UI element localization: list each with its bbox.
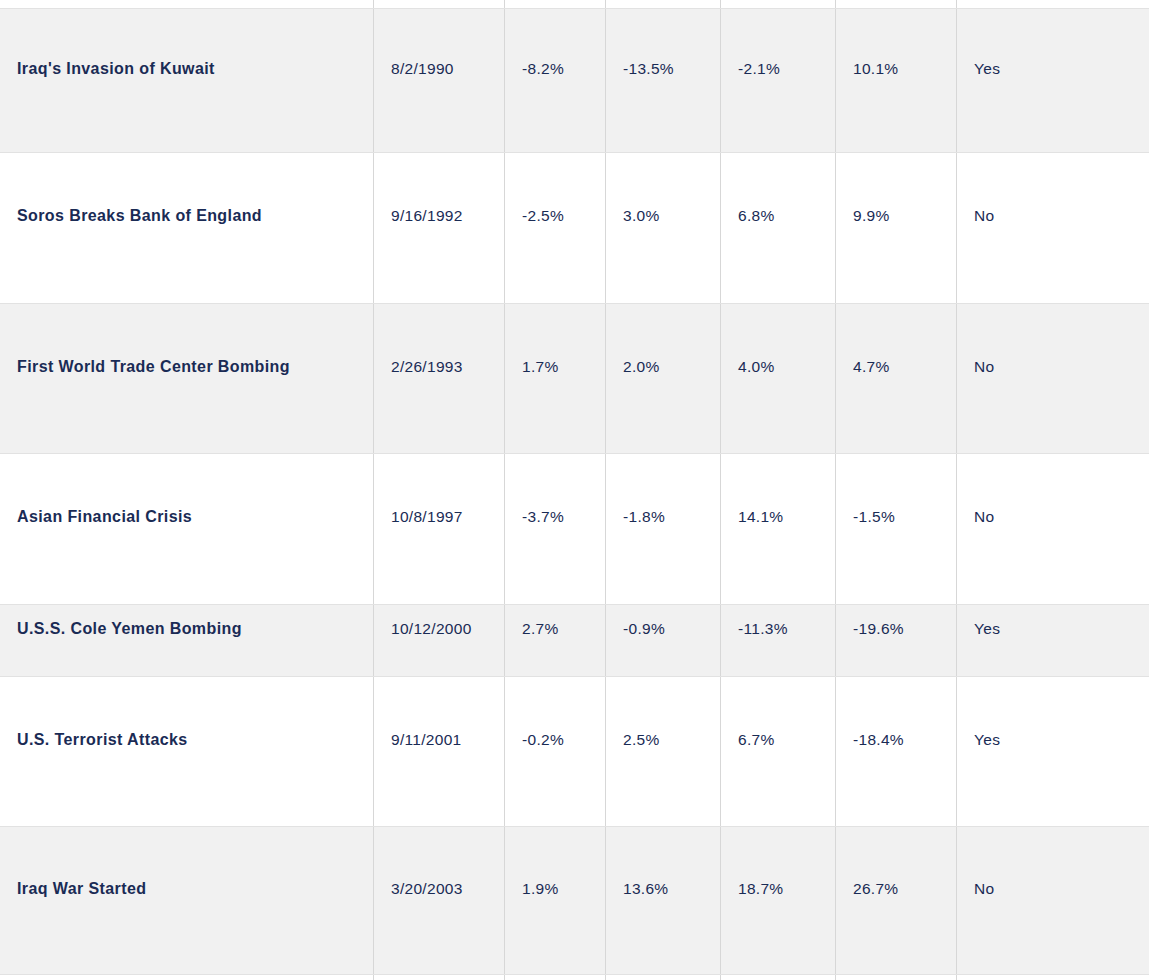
recession-cell [956, 0, 1149, 8]
return-cell: 10.1% [835, 9, 956, 152]
return-cell: -13.5% [605, 9, 720, 152]
return-cell: 1.9% [504, 827, 605, 974]
event-cell: U.S.S. Cole Yemen Bombing [0, 605, 373, 676]
event-cell: First World Trade Center Bombing [0, 304, 373, 453]
event-cell: Asian Financial Crisis [0, 454, 373, 604]
return-cell: -2.1% [720, 9, 835, 152]
return-cell [720, 975, 835, 980]
return-cell: 3.0% [605, 153, 720, 303]
table-row: Soros Breaks Bank of England 9/16/1992 -… [0, 152, 1149, 303]
event-cell [0, 975, 373, 980]
table-row: Iraq's Invasion of Kuwait 8/2/1990 -8.2%… [0, 8, 1149, 152]
table-row: Asian Financial Crisis 10/8/1997 -3.7% -… [0, 453, 1149, 604]
recession-cell: Yes [956, 9, 1149, 152]
table-row: U.S.S. Cole Yemen Bombing 10/12/2000 2.7… [0, 604, 1149, 676]
return-cell: 9.9% [835, 153, 956, 303]
return-cell [835, 975, 956, 980]
return-cell: -19.6% [835, 605, 956, 676]
recession-cell: No [956, 304, 1149, 453]
return-cell: 1.7% [504, 304, 605, 453]
return-cell [835, 0, 956, 8]
market-events-table: Iraq's Invasion of Kuwait 8/2/1990 -8.2%… [0, 0, 1149, 980]
table-row: U.S. Terrorist Attacks 9/11/2001 -0.2% 2… [0, 676, 1149, 826]
table-row: Iraq War Started 3/20/2003 1.9% 13.6% 18… [0, 826, 1149, 974]
event-cell: Iraq War Started [0, 827, 373, 974]
recession-cell: Yes [956, 677, 1149, 826]
return-cell: -8.2% [504, 9, 605, 152]
return-cell [605, 0, 720, 8]
return-cell: -1.8% [605, 454, 720, 604]
date-cell [373, 0, 504, 8]
return-cell: -3.7% [504, 454, 605, 604]
return-cell: 6.8% [720, 153, 835, 303]
return-cell: 2.5% [605, 677, 720, 826]
return-cell: 6.7% [720, 677, 835, 826]
return-cell: -11.3% [720, 605, 835, 676]
return-cell: -18.4% [835, 677, 956, 826]
recession-cell: No [956, 153, 1149, 303]
return-cell [605, 975, 720, 980]
recession-cell: No [956, 454, 1149, 604]
event-cell: Iraq's Invasion of Kuwait [0, 9, 373, 152]
return-cell: 4.0% [720, 304, 835, 453]
table-row: First World Trade Center Bombing 2/26/19… [0, 303, 1149, 453]
return-cell: -2.5% [504, 153, 605, 303]
recession-cell [956, 975, 1149, 980]
return-cell: 2.0% [605, 304, 720, 453]
date-cell: 2/26/1993 [373, 304, 504, 453]
return-cell [504, 0, 605, 8]
date-cell: 8/2/1990 [373, 9, 504, 152]
date-cell [373, 975, 504, 980]
date-cell: 9/16/1992 [373, 153, 504, 303]
event-cell: U.S. Terrorist Attacks [0, 677, 373, 826]
return-cell: 13.6% [605, 827, 720, 974]
date-cell: 10/8/1997 [373, 454, 504, 604]
recession-cell: Yes [956, 605, 1149, 676]
return-cell [720, 0, 835, 8]
return-cell: 4.7% [835, 304, 956, 453]
return-cell: -0.9% [605, 605, 720, 676]
date-cell: 9/11/2001 [373, 677, 504, 826]
recession-cell: No [956, 827, 1149, 974]
return-cell: 2.7% [504, 605, 605, 676]
table-row-partial-top [0, 0, 1149, 8]
table-row-partial-bottom [0, 974, 1149, 980]
return-cell: 14.1% [720, 454, 835, 604]
event-cell: Soros Breaks Bank of England [0, 153, 373, 303]
return-cell: -1.5% [835, 454, 956, 604]
return-cell [504, 975, 605, 980]
return-cell: -0.2% [504, 677, 605, 826]
return-cell: 26.7% [835, 827, 956, 974]
return-cell: 18.7% [720, 827, 835, 974]
event-cell [0, 0, 373, 8]
date-cell: 3/20/2003 [373, 827, 504, 974]
date-cell: 10/12/2000 [373, 605, 504, 676]
